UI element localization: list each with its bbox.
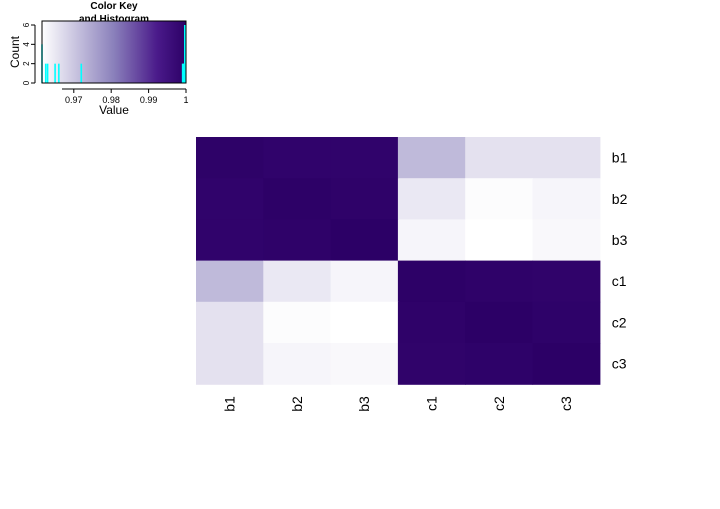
heatmap-cell-b1-c1 [397, 137, 466, 179]
heatmap-cell-c1-c2 [465, 260, 534, 303]
heatmap-cell-c3-c2 [465, 343, 534, 385]
heatmap-cell-b2-b3 [330, 178, 399, 220]
color-key-ytick-label: 4 [22, 42, 31, 47]
heatmap-cell-b3-b1 [196, 219, 264, 262]
column-label-c3: c3 [558, 396, 574, 411]
heatmap-cell-c2-c2 [465, 301, 534, 344]
row-label-c3: c3 [612, 356, 627, 372]
row-label-b1: b1 [612, 150, 628, 166]
heatmap-cell-c2-c3 [532, 301, 601, 344]
row-label-c2: c2 [612, 314, 627, 330]
color-key-y-ticks: 0 2 4 6 [22, 22, 35, 85]
color-key-xtick-label: 1 [183, 95, 188, 105]
column-label-c1: c1 [424, 396, 440, 411]
color-key-gradient [42, 21, 186, 83]
heatmap-cell-b3-c3 [532, 219, 601, 262]
heatmap-cell-b2-c1 [397, 178, 466, 220]
heatmap-cell-b2-c3 [532, 178, 601, 220]
heatmap-cell-c2-c1 [397, 301, 466, 344]
heatmap-cell-c1-c1 [397, 260, 466, 303]
color-key-xtick-label: 0.97 [65, 95, 83, 105]
heatmap-column-labels: b1 b2 b3 c1 c2 c3 [222, 396, 575, 412]
heatmap-cell-b1-b3 [330, 137, 399, 179]
color-key-ytick-label: 0 [22, 80, 31, 85]
heatmap-cell-c2-b3 [330, 301, 399, 344]
heatmap-cell-c3-c3 [532, 343, 601, 385]
row-label-c1: c1 [612, 273, 627, 289]
color-key-xtick-label: 0.98 [102, 95, 120, 105]
heatmap-cell-b2-b2 [263, 178, 332, 220]
heatmap-cell-b1-b2 [263, 137, 332, 179]
heatmap-cell-b3-c2 [465, 219, 534, 262]
color-key-ytick-label: 2 [22, 61, 31, 66]
heatmap-row-labels: b1 b2 b3 c1 c2 c3 [612, 150, 628, 372]
column-label-c2: c2 [491, 396, 507, 411]
heatmap-cell-b3-b3 [330, 219, 399, 262]
heatmap-cell-c2-b2 [263, 301, 332, 344]
color-key-title-line1: Color Key [90, 1, 138, 12]
heatmap-cell-b3-b2 [263, 219, 332, 262]
row-label-b2: b2 [612, 191, 628, 207]
column-label-b1: b1 [222, 396, 238, 412]
heatmap-cell-b2-c2 [465, 178, 534, 220]
color-key-ylabel: Count [8, 35, 22, 68]
heatmap-cell-c3-b1 [196, 343, 264, 385]
heatmap-cells [196, 137, 601, 385]
heatmap-cell-c1-b1 [196, 260, 264, 303]
heatmap-cell-b3-c1 [397, 219, 466, 262]
heatmap-cell-c3-b3 [330, 343, 399, 385]
row-label-b3: b3 [612, 232, 628, 248]
color-key-xtick-label: 0.99 [140, 95, 158, 105]
column-label-b3: b3 [356, 396, 372, 412]
heatmap-cell-c1-b3 [330, 260, 399, 303]
heatmap-cell-c3-c1 [397, 343, 466, 385]
column-label-b2: b2 [289, 396, 305, 412]
color-key-ytick-label: 6 [22, 22, 31, 27]
color-key-xlabel: Value [99, 103, 129, 117]
heatmap-cell-c3-b2 [263, 343, 332, 385]
heatmap-cell-b1-b1 [196, 137, 264, 179]
heatmap-cell-c1-b2 [263, 260, 332, 303]
color-key-x-ticks: 0.97 0.98 0.99 1 [65, 89, 189, 105]
heatmap-cell-c1-c3 [532, 260, 601, 303]
heatmap-cell-b1-c3 [532, 137, 601, 179]
color-key-title-line2: and Histogram [79, 14, 149, 25]
heatmap-cell-b2-b1 [196, 178, 264, 220]
heatmap-cell-b1-c2 [465, 137, 534, 179]
heatmap-cell-c2-b1 [196, 301, 264, 344]
color-key-frame [41, 20, 187, 84]
